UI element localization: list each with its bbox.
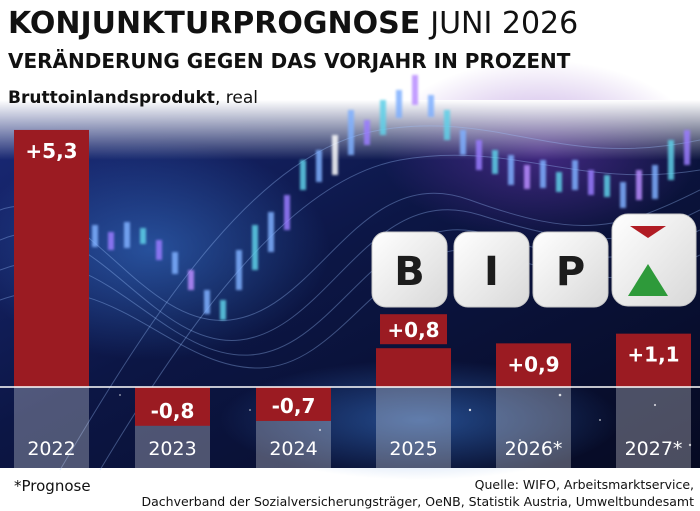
category-label-2026: 2026* [505, 438, 563, 460]
bar-2022 [14, 129, 89, 387]
decor-candles [92, 75, 690, 320]
decor-stars [119, 393, 692, 456]
category-label-2024: 2024 [269, 438, 317, 460]
chart-title-date: JUNI 2026 [430, 6, 579, 41]
value-label-2023: -0,8 [151, 399, 195, 423]
die-letter-b: B [394, 249, 425, 295]
die-arrows [611, 213, 697, 307]
chart-subtitle: VERÄNDERUNG GEGEN DAS VORJAHR IN PROZENT [8, 49, 571, 73]
bar-chart: +5,3 -0,8 -0,7 +0,8 +0,9 +1,1 2022 2023 2024 2025… [0, 129, 700, 468]
category-label-2022: 2022 [27, 438, 75, 460]
column-panel-2022 [14, 387, 89, 468]
category-label-2027: 2027* [625, 438, 683, 460]
value-label-2025: +0,8 [387, 318, 439, 342]
column-panel-2027 [616, 387, 691, 468]
column-panel-2026 [496, 387, 571, 468]
bar-2026 [496, 343, 571, 387]
die-letter-i: I [484, 249, 499, 295]
die-b: B [371, 231, 448, 308]
category-label-2025: 2025 [389, 438, 437, 460]
source-line-1: Quelle: WIFO, Arbeitsmarktservice, [474, 477, 694, 492]
bar-2025 [376, 348, 451, 387]
source-line-2: Dachverband der Sozialversicherungsträge… [141, 494, 694, 509]
chart-title: KONJUNKTURPROGNOSE [8, 6, 421, 41]
value-label-2026: +0,9 [507, 352, 559, 376]
arrow-up-icon [628, 264, 668, 296]
metric-label: Bruttoinlandsprodukt, real [8, 88, 258, 108]
arrow-down-icon [630, 226, 666, 238]
value-label-2024: -0,7 [272, 394, 316, 418]
source-note: Quelle: WIFO, Arbeitsmarktservice, Dachv… [141, 476, 694, 510]
value-label-box-2025 [380, 314, 447, 345]
dice-group: B I P [371, 213, 697, 308]
value-label-2022: +5,3 [25, 139, 77, 163]
bar-2027 [616, 333, 691, 387]
value-label-2027: +1,1 [627, 343, 679, 367]
category-label-2023: 2023 [148, 438, 196, 460]
title-line: KONJUNKTURPROGNOSE JUNI 2026 [8, 6, 578, 41]
die-p: P [532, 231, 609, 308]
die-i: I [453, 231, 530, 308]
column-panel-2025 [376, 387, 451, 468]
metric-label-bold: Bruttoinlandsprodukt [8, 88, 215, 108]
bar-2024 [256, 387, 331, 421]
footnote: *Prognose [14, 477, 91, 495]
die-letter-p: P [556, 249, 585, 295]
metric-label-rest: , real [214, 88, 258, 108]
bar-2023 [135, 387, 210, 426]
